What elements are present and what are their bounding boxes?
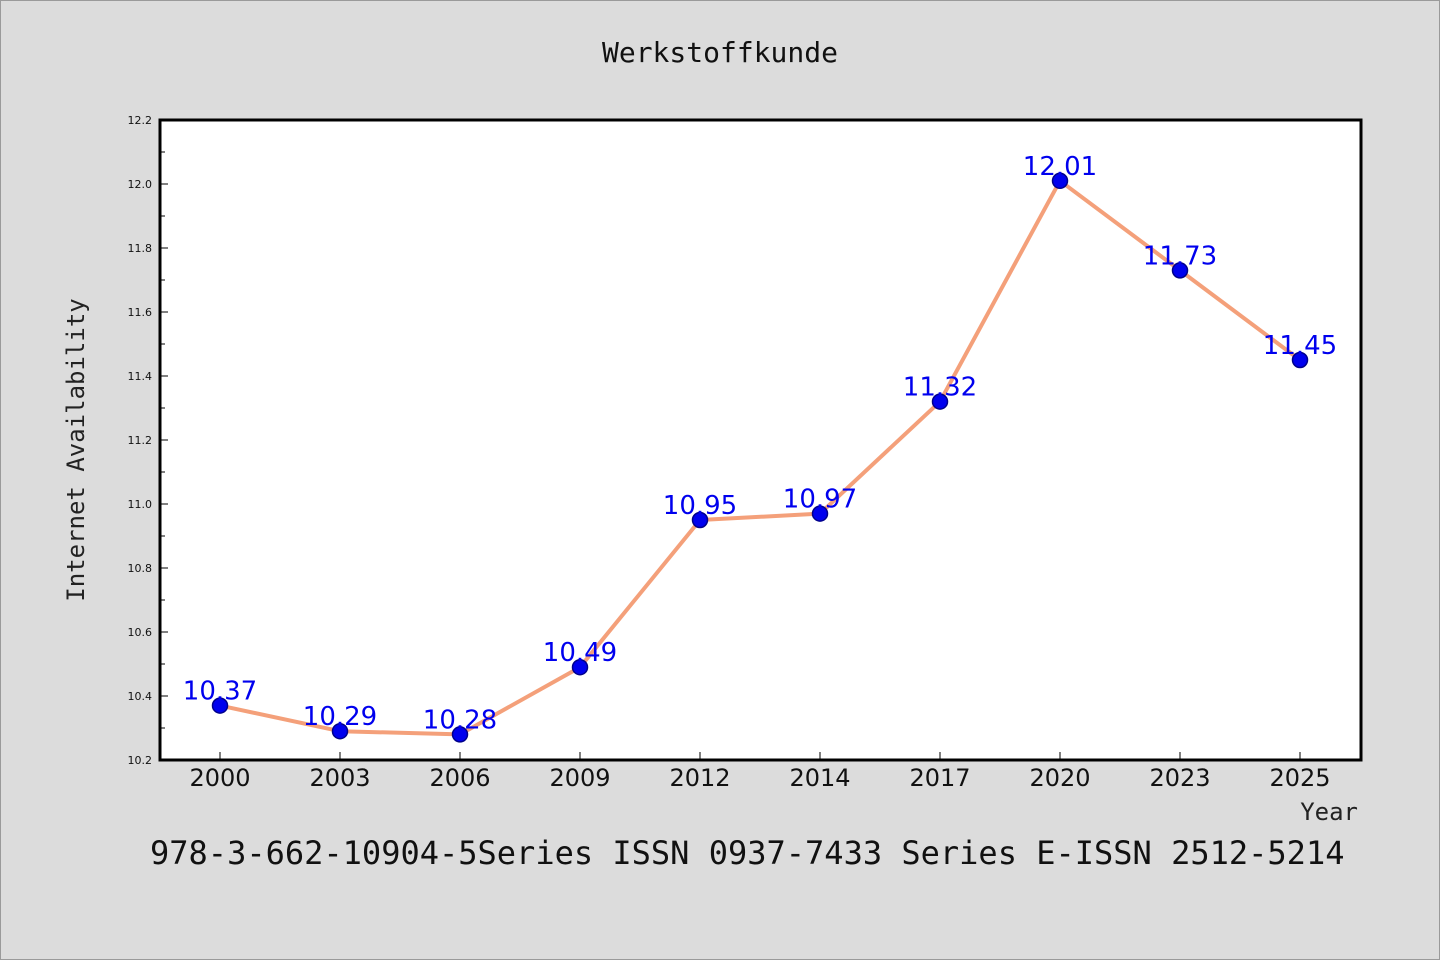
data-point [811,505,829,522]
data-point [691,511,709,529]
y-tick-label: 10.6 [128,626,153,639]
x-tick-label: 2025 [1269,764,1330,792]
data-label: 10.37 [183,677,257,707]
plot-area [158,118,1363,762]
data-point [1171,262,1189,279]
marker-layer [211,172,1309,743]
data-label: 10.28 [423,705,497,735]
series-line [218,178,1302,737]
x-axis: 2000 2003 2006 2009 2012 2014 2017 2020 2023 2025 [189,752,1331,792]
data-label: 11.32 [903,373,977,403]
series-line-layer [218,178,1302,737]
y-tick-label: 12.2 [128,114,153,127]
x-tick-label: 2000 [189,764,250,792]
chart-title: Werkstoffkunde [602,36,838,69]
y-tick-label: 11.0 [128,498,153,511]
y-tick-label: 10.8 [128,562,153,575]
data-label: 11.73 [1143,241,1217,271]
data-label: 11.45 [1263,331,1337,361]
data-point [931,393,949,410]
y-tick-label: 11.8 [128,242,153,255]
data-point [451,726,469,743]
x-tick-label: 2014 [789,764,850,792]
x-tick-label: 2012 [669,764,730,792]
data-point [1051,172,1069,190]
y-tick-label: 12.0 [128,178,153,191]
x-tick-label: 2017 [909,764,970,792]
y-tick-label: 11.6 [128,306,153,319]
y-tick-label: 11.4 [128,370,153,383]
x-tick-label: 2023 [1149,764,1210,792]
data-label-layer: 10.37 10.29 10.28 10.49 10.95 10.97 11.32 12.01… [183,152,1337,736]
y-tick-label: 11.2 [128,434,153,447]
y-axis-label: Internet Availability [62,298,90,601]
x-axis-label: Year [1300,798,1358,826]
data-label: 12.01 [1023,152,1097,182]
y-tick-label: 10.2 [128,754,153,767]
data-label: 10.95 [663,491,737,521]
x-tick-label: 2003 [309,764,370,792]
isbn-footer: 978-3-662-10904-5Series ISSN 0937-7433 S… [150,834,1344,872]
data-point [331,722,349,740]
y-tick-label: 10.4 [128,690,153,703]
data-point [571,658,589,676]
x-tick-label: 2020 [1029,764,1090,792]
data-point [211,697,229,714]
data-point [1291,351,1309,369]
data-label: 10.29 [303,702,377,732]
y-axis: 10.2 10.4 10.6 10.8 11.0 11.2 11.4 11.6 11.8 12.0… [128,114,168,767]
data-label: 10.97 [783,485,857,515]
x-tick-label: 2009 [549,764,610,792]
x-tick-label: 2006 [429,764,490,792]
data-label: 10.49 [543,638,617,668]
